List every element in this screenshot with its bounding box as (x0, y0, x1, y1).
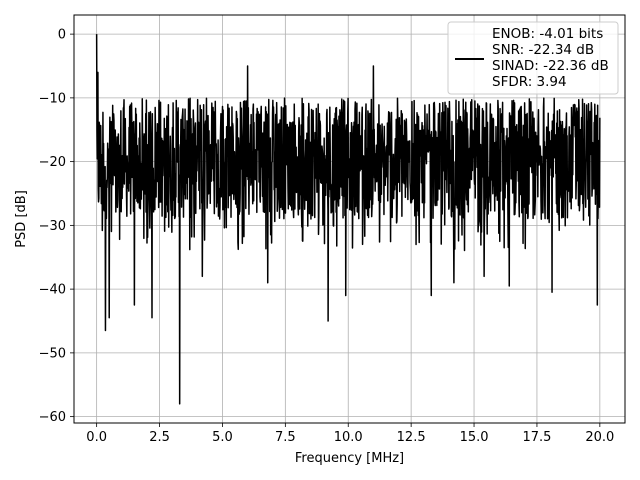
y-tick-label: −50 (39, 346, 66, 361)
psd-series (95, 34, 601, 405)
y-tick-label: −40 (39, 283, 66, 298)
legend-line-snr: SNR: -22.34 dB (492, 42, 594, 58)
y-tick-label: −20 (39, 155, 66, 170)
y-axis-ticks: 0 −10 −20 −30 −40 −50 −60 (39, 28, 74, 425)
x-tick-label: 10.0 (334, 430, 363, 445)
x-tick-label: 7.5 (275, 430, 296, 445)
y-tick-label: −60 (39, 410, 66, 425)
x-axis-label: Frequency [MHz] (295, 451, 404, 466)
x-tick-label: 17.5 (522, 430, 551, 445)
x-tick-label: 20.0 (585, 430, 614, 445)
x-tick-label: 0.0 (86, 430, 107, 445)
legend-line-sfdr: SFDR: 3.94 (492, 74, 567, 90)
y-axis-label: PSD [dB] (14, 190, 29, 248)
legend-text: ENOB: -4.01 bits SNR: -22.34 dB SINAD: -… (492, 26, 613, 90)
legend: ENOB: -4.01 bits SNR: -22.34 dB SINAD: -… (447, 21, 619, 95)
psd-trace (95, 34, 601, 405)
y-tick-label: −10 (39, 91, 66, 106)
plot-frame (73, 14, 626, 424)
x-tick-label: 15.0 (460, 430, 489, 445)
y-tick-label: 0 (58, 28, 66, 43)
x-tick-label: 2.5 (149, 430, 170, 445)
legend-line-sinad: SINAD: -22.36 dB (492, 58, 609, 74)
legend-line-enob: ENOB: -4.01 bits (492, 26, 603, 42)
legend-box (447, 21, 619, 95)
x-tick-label: 5.0 (212, 430, 233, 445)
y-tick-label: −30 (39, 219, 66, 234)
x-axis-ticks: 0.0 2.5 5.0 7.5 10.0 12.5 15.0 17.5 20.0 (86, 423, 614, 445)
x-tick-label: 12.5 (397, 430, 426, 445)
